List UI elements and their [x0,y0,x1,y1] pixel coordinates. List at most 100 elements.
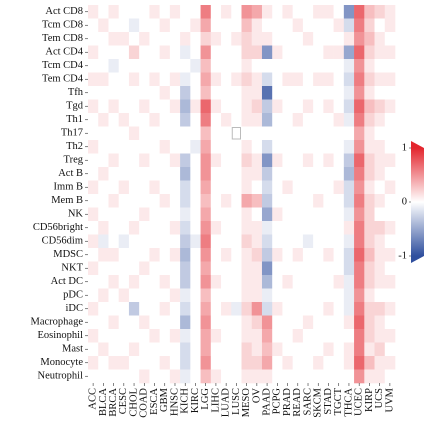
heatmap-cell [343,32,355,46]
heatmap-cell [313,234,324,249]
heatmap-cell [292,234,304,249]
heatmap-cell [190,315,201,330]
heatmap-cell [190,248,201,262]
heatmap-cell [272,99,283,114]
heatmap-cell [221,275,232,289]
heatmap-cell [169,5,181,19]
heatmap-cell [231,302,242,316]
heatmap-cell [282,221,293,235]
heatmap-cell [292,194,304,208]
heatmap-cell [88,5,99,19]
heatmap-cell [98,180,109,195]
heatmap-cell [128,140,140,154]
heatmap-cell [118,356,130,370]
heatmap-cell [210,342,222,357]
heatmap-cell [149,248,160,262]
heatmap-cell [139,369,150,384]
heatmap-cell [159,248,171,262]
heatmap-cell [261,207,273,222]
heatmap-cell [384,153,396,168]
heatmap-cell [364,275,375,289]
heatmap-cell [364,99,375,114]
y-tick-label: CD56bright [33,222,83,233]
heatmap-cell [149,167,160,181]
heatmap-cell [128,356,140,370]
heatmap-cell [128,234,140,249]
heatmap-cell [128,113,140,127]
heatmap-cell [313,126,324,141]
heatmap-cell [159,369,171,384]
heatmap-cell [251,86,263,100]
heatmap-cell [292,248,304,262]
heatmap-cell [251,180,263,195]
heatmap-cell [180,18,191,33]
heatmap-cell [323,32,334,46]
heatmap-cell [261,32,273,46]
heatmap-cell [108,86,119,100]
heatmap-cell [272,45,283,60]
heatmap-cell [241,194,253,208]
heatmap-cell [251,329,263,343]
heatmap-cell [231,369,242,384]
heatmap-cell [292,153,304,168]
heatmap-cell [128,5,140,19]
heatmap-cell [210,207,222,222]
heatmap-cell [149,194,160,208]
heatmap-cell [261,45,273,60]
heatmap-cell [261,59,273,73]
heatmap-cell [159,288,171,303]
heatmap-cell [98,18,109,33]
heatmap-cell [88,140,99,154]
heatmap-cell [88,59,99,73]
heatmap-cell [88,288,99,303]
heatmap-cell [180,72,191,87]
heatmap-cell [210,248,222,262]
heatmap-cell [333,342,345,357]
heatmap-cell [231,356,242,370]
heatmap-cell [384,86,396,100]
heatmap-cell [292,369,304,384]
heatmap-cell [180,234,191,249]
x-tick-label: CHOL [128,388,139,417]
heatmap-cell [98,248,109,262]
heatmap-cell [98,113,109,127]
heatmap-cell [313,275,324,289]
heatmap-cell [272,180,283,195]
heatmap-cell [333,234,345,249]
heatmap-cell [221,234,232,249]
heatmap-cell [159,302,171,316]
heatmap-cell [364,32,375,46]
heatmap-cell [313,32,324,46]
heatmap-cell [108,45,119,60]
heatmap-cell [118,153,130,168]
x-tick-label: SARC [302,388,313,415]
heatmap-cell [159,356,171,370]
heatmap-cell [384,99,396,114]
heatmap-cell [333,5,345,19]
heatmap-cell [108,315,119,330]
heatmap-cell [282,167,293,181]
heatmap-cell [200,356,212,370]
x-tick-label: KIRP [364,388,375,412]
heatmap-cell [118,113,130,127]
heatmap-cell [221,248,232,262]
heatmap-cell [313,315,324,330]
heatmap-cell [180,59,191,73]
heatmap-cell [343,221,355,235]
x-tick-label: ACC [88,388,99,410]
heatmap-cell [221,288,232,303]
heatmap-cell [159,275,171,289]
heatmap-cell [302,113,314,127]
heatmap-cell [98,234,109,249]
heatmap-cell [343,234,355,249]
heatmap-cell [354,302,365,316]
heatmap-cell [159,72,171,87]
heatmap-cell [231,194,242,208]
heatmap-cell [108,275,119,289]
heatmap-cell [159,153,171,168]
heatmap-cell [180,5,191,19]
heatmap-cell [364,113,375,127]
heatmap-cell [323,126,334,141]
heatmap-cell [139,207,150,222]
